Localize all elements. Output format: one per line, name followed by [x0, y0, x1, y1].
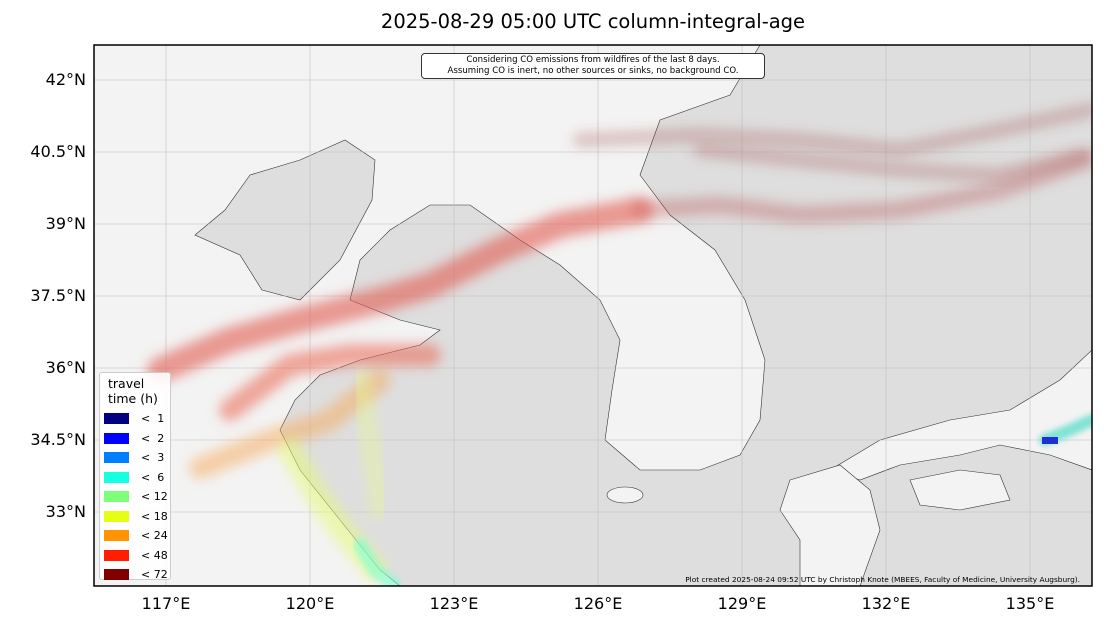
legend-item: < 3 [104, 451, 168, 465]
annotation-line-1: Considering CO emissions from wildfires … [466, 55, 720, 65]
lon-tick-label: 126°E [573, 594, 623, 613]
legend-title-line-2: time (h) [108, 391, 158, 406]
legend-item: < 48 [104, 548, 168, 563]
credit-text: Plot created 2025-08-24 09:52 UTC by Chr… [685, 575, 1080, 584]
legend-item: < 1 [104, 412, 168, 426]
legend-swatch [104, 452, 129, 463]
legend-label: < 18 [141, 509, 168, 523]
plume-japan [1039, 414, 1092, 446]
legend-label: < 72 [141, 568, 168, 581]
lon-tick-label: 129°E [717, 594, 767, 613]
co-plumes [147, 103, 1092, 586]
plume-main [147, 197, 653, 383]
legend-swatch [104, 491, 129, 502]
lon-tick-label: 135°E [1005, 594, 1055, 613]
land-honshu [829, 349, 1092, 481]
lon-tick-label: 123°E [429, 594, 479, 613]
plume-japan-blue [1042, 437, 1058, 444]
lon-tick-label: 120°E [285, 594, 335, 613]
legend-swatch [104, 510, 129, 522]
legend-item: < 24 [104, 529, 168, 543]
plume-upper [573, 103, 1092, 157]
legend-label: < 48 [141, 548, 168, 562]
legend: travel time (h) < 1 < 2 < 3 < 6 < 12 < 18 < 24… [99, 372, 171, 582]
lat-tick-label: 40.5°N [30, 142, 86, 161]
land-kyushu [779, 464, 881, 586]
legend-swatch [104, 549, 129, 561]
legend-item: < 12 [104, 490, 168, 504]
plume-main-east [631, 151, 1092, 224]
legend-swatch [104, 569, 129, 580]
plume-south-red [219, 344, 441, 421]
legend-swatch [104, 530, 129, 541]
map-title: 2025-08-29 05:00 UTC column-integral-age [380, 10, 806, 33]
annotation-line-2: Assuming CO is inert, no other sources o… [447, 66, 739, 76]
legend-swatch [104, 471, 129, 483]
legend-title-line-1: travel [108, 376, 145, 391]
lat-tick-label: 33°N [45, 502, 86, 521]
lat-tick-label: 34.5°N [30, 430, 86, 449]
legend-label: < 12 [141, 490, 168, 503]
plume-cyan [353, 538, 402, 586]
lat-tick-label: 42°N [45, 70, 86, 89]
plume-yellow-2 [350, 370, 390, 520]
lat-tick-label: 39°N [45, 214, 86, 233]
lat-tick-label: 37.5°N [30, 286, 86, 305]
legend-swatch [104, 413, 129, 424]
land-shikoku [909, 469, 1011, 511]
legend-title: travel time (h) [108, 376, 158, 406]
legend-label: < 2 [141, 431, 165, 445]
legend-swatch [104, 432, 129, 444]
legend-label: < 24 [141, 529, 168, 542]
legend-item: < 6 [104, 470, 168, 485]
legend-item: < 72 [104, 568, 168, 582]
lon-tick-label: 132°E [861, 594, 911, 613]
legend-label: < 3 [141, 451, 165, 464]
map-frame [93, 44, 1093, 587]
bohai-sea [194, 139, 376, 301]
lat-tick-label: 36°N [45, 358, 86, 377]
legend-label: < 1 [141, 412, 165, 425]
annotation-box: Considering CO emissions from wildfires … [421, 53, 765, 79]
legend-label: < 6 [141, 470, 165, 484]
legend-item: < 18 [104, 509, 168, 524]
lon-tick-label: 117°E [141, 594, 191, 613]
graticule [94, 45, 1092, 586]
plume-upper-2 [693, 143, 1092, 182]
land-jeju [606, 486, 644, 504]
legend-item: < 2 [104, 431, 168, 446]
